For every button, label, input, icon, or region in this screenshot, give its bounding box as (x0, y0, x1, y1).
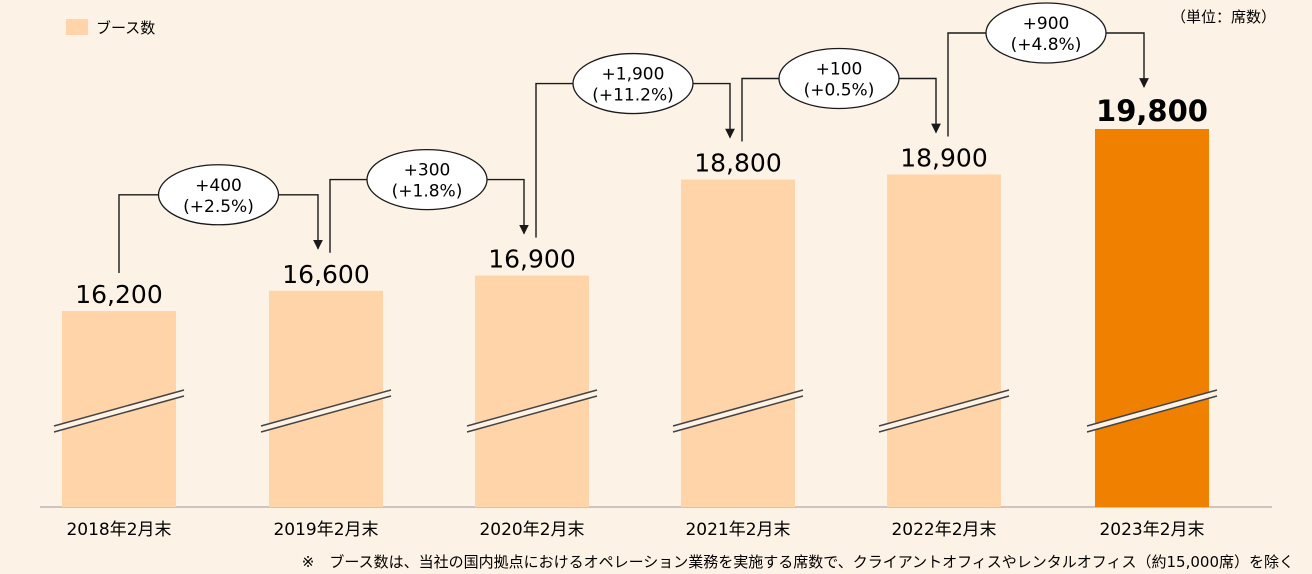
change-percent: (+1.8%) (392, 182, 463, 202)
change-amount: +100 (816, 60, 863, 80)
axis-break (879, 390, 1009, 432)
axis-break-line (260, 395, 392, 433)
change-bubble (985, 2, 1107, 64)
legend-swatch (66, 19, 88, 35)
unit-note: （単位：席数） (1171, 8, 1276, 26)
axis-break-line (672, 389, 804, 427)
change-percent: (+4.8%) (1011, 35, 1082, 55)
change-percent: (+11.2%) (592, 86, 674, 106)
axis-break-line (1086, 395, 1218, 433)
legend-label: ブース数 (96, 19, 155, 37)
axis-break (467, 390, 597, 432)
bar-value-label: 18,900 (900, 144, 987, 173)
change-amount: +400 (195, 176, 242, 196)
axis-break (261, 390, 391, 432)
category-label: 2018年2月末 (66, 520, 171, 540)
axis-break (673, 390, 803, 432)
change-amount: +1,900 (602, 65, 665, 85)
bar-value-label: 16,200 (75, 280, 162, 309)
category-label: 2023年2月末 (1099, 520, 1204, 540)
axis-break-line (672, 395, 804, 433)
change-bubble (157, 164, 280, 226)
change-amount: +900 (1023, 14, 1070, 34)
change-bubble (366, 148, 488, 211)
bar (1095, 129, 1209, 507)
change-bubble (572, 52, 694, 115)
category-label: 2021年2月末 (685, 520, 790, 540)
axis-break (1087, 390, 1217, 432)
bar-value-label: 19,800 (1096, 94, 1208, 128)
change-percent: (+0.5%) (804, 81, 875, 101)
footnote: ※ ブース数は、当社の国内拠点におけるオペレーション業務を実施する席数で、クライ… (302, 553, 1294, 571)
category-label: 2020年2月末 (479, 520, 584, 540)
bar-value-label: 16,600 (282, 260, 369, 289)
axis-break-line (466, 389, 598, 427)
change-bubble (778, 47, 900, 110)
axis-break (54, 390, 184, 432)
changes-layer: +400(+2.5%) +300(+1.8%) +1,900(+11.2%) +100… (118, 2, 1149, 273)
axis-break-line (1086, 389, 1218, 427)
bar (475, 275, 589, 507)
axis-break-line (260, 389, 392, 427)
bar-value-label: 16,900 (488, 245, 575, 274)
change-amount: +300 (404, 161, 451, 181)
axis-break-line (53, 389, 185, 427)
axis-break-line (878, 389, 1010, 427)
axis-break-line (878, 395, 1010, 433)
category-label: 2019年2月末 (273, 520, 378, 540)
change-percent: (+2.5%) (183, 197, 254, 217)
bar-value-label: 18,800 (694, 149, 781, 178)
axis-break-line (53, 395, 185, 433)
category-label: 2022年2月末 (891, 520, 996, 540)
bar (887, 174, 1001, 507)
axis-break-line (466, 395, 598, 433)
bars-layer: 16,200 2018年2月末 16,600 2019年2月末 16,900 2020年2… (53, 94, 1218, 540)
bar (681, 179, 795, 508)
